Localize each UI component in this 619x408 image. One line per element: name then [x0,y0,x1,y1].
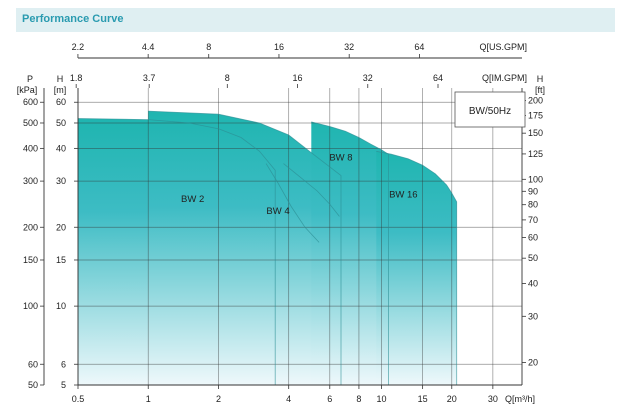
x-tick-label: 30 [488,394,498,404]
header-bar: Performance Curve [16,8,615,32]
x-tick-label: 4 [286,394,291,404]
im-gpm-tick-label: 1.8 [70,73,83,83]
us-gpm-tick-label: 16 [274,42,284,52]
h-m-tick-label: 60 [56,97,66,107]
h-ft-tick-label: 100 [528,174,543,184]
h-m-tick-label: 20 [56,222,66,232]
im-gpm-tick-label: 3.7 [143,73,156,83]
x-tick-label: 20 [447,394,457,404]
h-m-tick-label: 50 [56,118,66,128]
x-tick-label: 2 [216,394,221,404]
us-gpm-tick-label: 2.2 [72,42,85,52]
x-tick-label: 15 [418,394,428,404]
h-ft-tick-label: 125 [528,149,543,159]
legend-box [454,91,526,128]
series-outline [148,110,342,385]
h-ft-tick-label: 175 [528,111,543,121]
page-title: Performance Curve [22,13,124,25]
kpa-tick-label: 400 [23,143,38,153]
h-m-tick-label: 30 [56,176,66,186]
kpa-axis-label: P [27,74,33,84]
kpa-axis-unit: [kPa] [17,85,38,95]
kpa-tick-label: 60 [28,359,38,369]
h-m-axis-unit: [m] [54,85,67,95]
legend-label: BW/50Hz [469,106,511,117]
im-gpm-axis-label: Q[IM.GPM] [482,73,527,83]
us-gpm-tick-label: 64 [414,42,424,52]
kpa-tick-label: 300 [23,176,38,186]
series-label-bw-8: BW 8 [329,152,352,163]
h-m-tick-label: 6 [61,359,66,369]
us-gpm-tick-label: 4.4 [142,42,155,52]
kpa-tick-label: 50 [28,380,38,390]
h-ft-tick-label: 20 [528,357,538,367]
us-gpm-tick-label: 8 [206,42,211,52]
h-ft-tick-label: 80 [528,200,538,210]
h-m-tick-label: 10 [56,301,66,311]
x-axis-label: Q[m³/h] [505,394,535,404]
h-ft-tick-label: 60 [528,232,538,242]
x-tick-label: 10 [377,394,387,404]
im-gpm-tick-label: 16 [293,73,303,83]
series-outline [376,150,458,385]
series-label-bw-16: BW 16 [389,189,418,200]
x-tick-label: 1 [146,394,151,404]
kpa-tick-label: 150 [23,255,38,265]
h-ft-tick-label: 50 [528,253,538,263]
kpa-tick-label: 200 [23,222,38,232]
series-area-bw-4 [148,111,341,385]
im-gpm-tick-label: 8 [225,73,230,83]
us-gpm-tick-label: 32 [344,42,354,52]
internal-curve [283,163,340,217]
h-ft-axis-label: H [537,74,544,84]
h-ft-tick-label: 150 [528,128,543,138]
h-ft-tick-label: 30 [528,311,538,321]
series-label-bw-2: BW 2 [181,194,204,205]
h-m-axis-label: H [57,74,64,84]
internal-curve [265,163,320,243]
h-ft-tick-label: 40 [528,279,538,289]
h-ft-tick-label: 90 [528,186,538,196]
x-tick-label: 0.5 [72,394,85,404]
kpa-tick-label: 600 [23,97,38,107]
x-tick-label: 8 [356,394,361,404]
h-ft-tick-label: 200 [528,95,543,105]
im-gpm-tick-label: 32 [363,73,373,83]
series-label-bw-4: BW 4 [266,206,289,217]
kpa-tick-label: 500 [23,118,38,128]
series-outline [77,118,276,385]
h-m-tick-label: 40 [56,143,66,153]
h-m-tick-label: 15 [56,255,66,265]
h-ft-tick-label: 70 [528,215,538,225]
h-m-tick-label: 5 [61,380,66,390]
im-gpm-tick-label: 64 [433,73,443,83]
x-tick-label: 6 [327,394,332,404]
h-ft-axis-unit: [ft] [535,85,545,95]
us-gpm-axis-label: Q[US.GPM] [479,42,527,52]
series-area-bw-16 [376,151,457,385]
kpa-tick-label: 100 [23,301,38,311]
series-area-bw-8 [311,121,389,386]
